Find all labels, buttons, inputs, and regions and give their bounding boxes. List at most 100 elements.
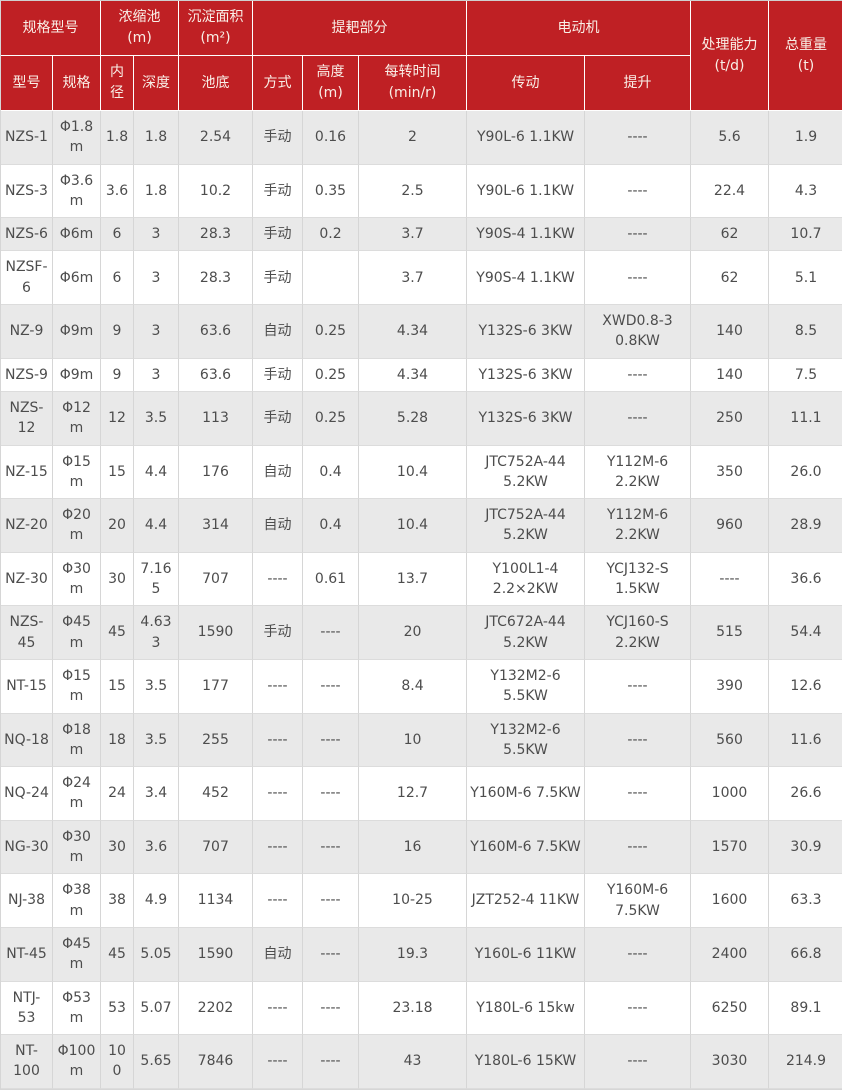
table-cell: 1134: [179, 874, 253, 928]
table-cell: 2: [359, 111, 467, 165]
table-cell: 3.4: [134, 767, 179, 821]
table-cell: ----: [253, 713, 303, 768]
table-cell: Y132S-6 3KW: [467, 358, 585, 392]
header-rake-section: 提耙部分: [253, 1, 467, 56]
table-cell: Φ12m: [53, 391, 101, 446]
table-cell: Y160M-6 7.5KW: [585, 874, 691, 928]
table-cell: 1590: [179, 927, 253, 982]
table-cell: 3.5: [134, 659, 179, 714]
table-row: NZ-9 Φ9m 9 3 63.6 自动 0.25 4.34 Y132S-6 3KW XWD0.8…: [1, 305, 842, 359]
table-cell: Y112M-6 2.2KW: [585, 445, 691, 500]
table-cell: ----: [585, 358, 691, 392]
table-cell: 140: [691, 305, 769, 359]
table-cell: 3: [134, 305, 179, 359]
table-cell: Y132S-6 3KW: [467, 305, 585, 359]
table-row: NZS-12 Φ12m 12 3.5 113 手动 0.25 5.28 Y132S-6 3KW -…: [1, 391, 842, 446]
table-cell: Φ9m: [53, 358, 101, 392]
table-cell: 7.5: [769, 358, 842, 392]
table-cell: ----: [253, 552, 303, 607]
table-row: NZS-1 Φ1.8m 1.8 1.8 2.54 手动 0.16 2 Y90L-6 1.1KW -…: [1, 111, 842, 165]
table-cell: 30: [101, 552, 134, 607]
table-cell: NG-30: [1, 820, 53, 875]
table-cell: Y132M2-6 5.5KW: [467, 713, 585, 768]
table-row: NZ-15 Φ15m 15 4.4 176 自动 0.4 10.4 JTC752A-44 5.2…: [1, 445, 842, 500]
table-row: NT-100 Φ100m 100 5.65 7846 ---- ---- 43 Y180L-6 …: [1, 1035, 842, 1089]
table-cell: 5.07: [134, 981, 179, 1036]
table-cell: 12.7: [359, 767, 467, 821]
table-cell: 23.18: [359, 981, 467, 1036]
table-cell: 4.3: [769, 164, 842, 219]
table-cell: ----: [691, 552, 769, 607]
table-cell: 10.4: [359, 499, 467, 553]
table-cell: NZSF-6: [1, 251, 53, 306]
table-cell: 100: [101, 1035, 134, 1089]
table-cell: 9: [101, 305, 134, 359]
table-cell: 20: [359, 606, 467, 660]
table-cell: 63.6: [179, 305, 253, 359]
table-cell: 10.2: [179, 164, 253, 219]
table-cell: 6: [101, 218, 134, 252]
table-cell: ----: [585, 251, 691, 306]
table-cell: ----: [253, 820, 303, 875]
table-body: NZS-1 Φ1.8m 1.8 1.8 2.54 手动 0.16 2 Y90L-6 1.1KW -…: [1, 111, 842, 1089]
table-cell: Y90S-4 1.1KW: [467, 251, 585, 306]
table-cell: 28.3: [179, 251, 253, 306]
table-cell: 0.35: [303, 164, 359, 219]
table-cell: 350: [691, 445, 769, 500]
header-time-per-rev: 每转时间 (min/r): [359, 56, 467, 111]
table-cell: Y180L-6 15KW: [467, 1035, 585, 1089]
table-cell: JZT252-4 11KW: [467, 874, 585, 928]
table-header: 规格型号 浓缩池 (m) 沉淀面积 (m²) 提耙部分 电动机 处理能力 (t/…: [1, 1, 842, 111]
table-row: NZS-45 Φ45m 45 4.633 1590 手动 ---- 20 JTC672A-44 …: [1, 606, 842, 660]
header-mode: 方式: [253, 56, 303, 111]
table-cell: 手动: [253, 164, 303, 219]
table-cell: 24: [101, 767, 134, 821]
table-cell: 22.4: [691, 164, 769, 219]
table-cell: 8.4: [359, 659, 467, 714]
table-cell: ----: [585, 981, 691, 1036]
table-cell: 自动: [253, 499, 303, 553]
table-cell: 2.5: [359, 164, 467, 219]
table-cell: 10.4: [359, 445, 467, 500]
table-cell: 390: [691, 659, 769, 714]
table-cell: ----: [303, 606, 359, 660]
table-cell: 1600: [691, 874, 769, 928]
table-cell: Φ15m: [53, 659, 101, 714]
table-row: NTJ-53 Φ53m 53 5.07 2202 ---- ---- 23.18 Y180L-6…: [1, 981, 842, 1036]
table-cell: Y160L-6 11KW: [467, 927, 585, 982]
table-cell: NZS-12: [1, 391, 53, 446]
table-cell: JTC752A-44 5.2KW: [467, 499, 585, 553]
header-spec-model: 规格型号: [1, 1, 101, 56]
table-cell: ----: [303, 927, 359, 982]
table-cell: Y112M-6 2.2KW: [585, 499, 691, 553]
table-cell: 1590: [179, 606, 253, 660]
table-cell: 1.8: [134, 164, 179, 219]
table-cell: Y160M-6 7.5KW: [467, 767, 585, 821]
table-cell: Φ20m: [53, 499, 101, 553]
table-cell: NZ-9: [1, 305, 53, 359]
table-cell: 4.34: [359, 305, 467, 359]
table-cell: Y160M-6 7.5KW: [467, 820, 585, 875]
table-cell: Y100L1-4 2.2×2KW: [467, 552, 585, 607]
table-cell: 5.1: [769, 251, 842, 306]
table-cell: YCJ132-S 1.5KW: [585, 552, 691, 607]
table-cell: ----: [303, 981, 359, 1036]
table-cell: ----: [585, 767, 691, 821]
table-cell: 707: [179, 552, 253, 607]
table-cell: Φ45m: [53, 927, 101, 982]
table-cell: Φ30m: [53, 552, 101, 607]
table-cell: 7846: [179, 1035, 253, 1089]
table-cell: 0.4: [303, 445, 359, 500]
table-cell: 5.05: [134, 927, 179, 982]
table-cell: Y132M2-6 5.5KW: [467, 659, 585, 714]
table-cell: 3030: [691, 1035, 769, 1089]
table-cell: 1.8: [134, 111, 179, 165]
table-row: NZ-20 Φ20m 20 4.4 314 自动 0.4 10.4 JTC752A-44 5.2…: [1, 499, 842, 553]
table-cell: 53: [101, 981, 134, 1036]
table-cell: 3.5: [134, 391, 179, 446]
table-cell: ----: [303, 1035, 359, 1089]
header-lift: 提升: [585, 56, 691, 111]
table-cell: 0.16: [303, 111, 359, 165]
header-model: 型号: [1, 56, 53, 111]
